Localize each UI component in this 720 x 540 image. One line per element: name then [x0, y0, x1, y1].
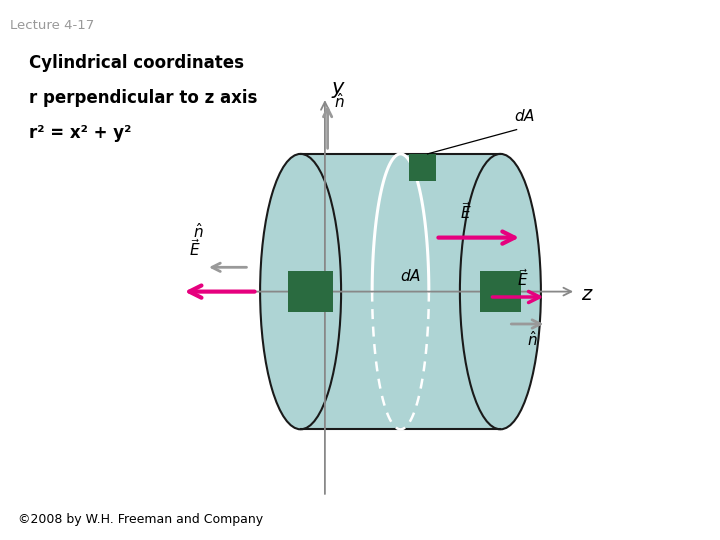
Text: $dA$: $dA$	[400, 268, 422, 284]
Polygon shape	[301, 154, 500, 429]
Ellipse shape	[260, 154, 341, 429]
Polygon shape	[289, 271, 333, 312]
Text: $\vec{E}$: $\vec{E}$	[460, 201, 472, 222]
Text: $\vec{E}$: $\vec{E}$	[517, 268, 528, 289]
Text: ©2008 by W.H. Freeman and Company: ©2008 by W.H. Freeman and Company	[18, 514, 263, 526]
Text: $\hat{n}$: $\hat{n}$	[334, 92, 345, 111]
Polygon shape	[409, 154, 436, 181]
Text: Cylindrical coordinates: Cylindrical coordinates	[29, 54, 244, 72]
Text: Lecture 4-17: Lecture 4-17	[10, 19, 94, 32]
Text: r² = x² + y²: r² = x² + y²	[29, 124, 131, 142]
Text: $\hat{n}$: $\hat{n}$	[193, 222, 203, 241]
Polygon shape	[480, 271, 521, 312]
Text: $\vec{E}$: $\vec{E}$	[189, 239, 201, 260]
Text: r perpendicular to z axis: r perpendicular to z axis	[29, 89, 257, 107]
Text: $dA$: $dA$	[514, 109, 535, 125]
Text: z: z	[582, 285, 592, 303]
Text: $\hat{n}$: $\hat{n}$	[528, 330, 538, 349]
Ellipse shape	[460, 154, 541, 429]
Text: y: y	[331, 78, 343, 98]
